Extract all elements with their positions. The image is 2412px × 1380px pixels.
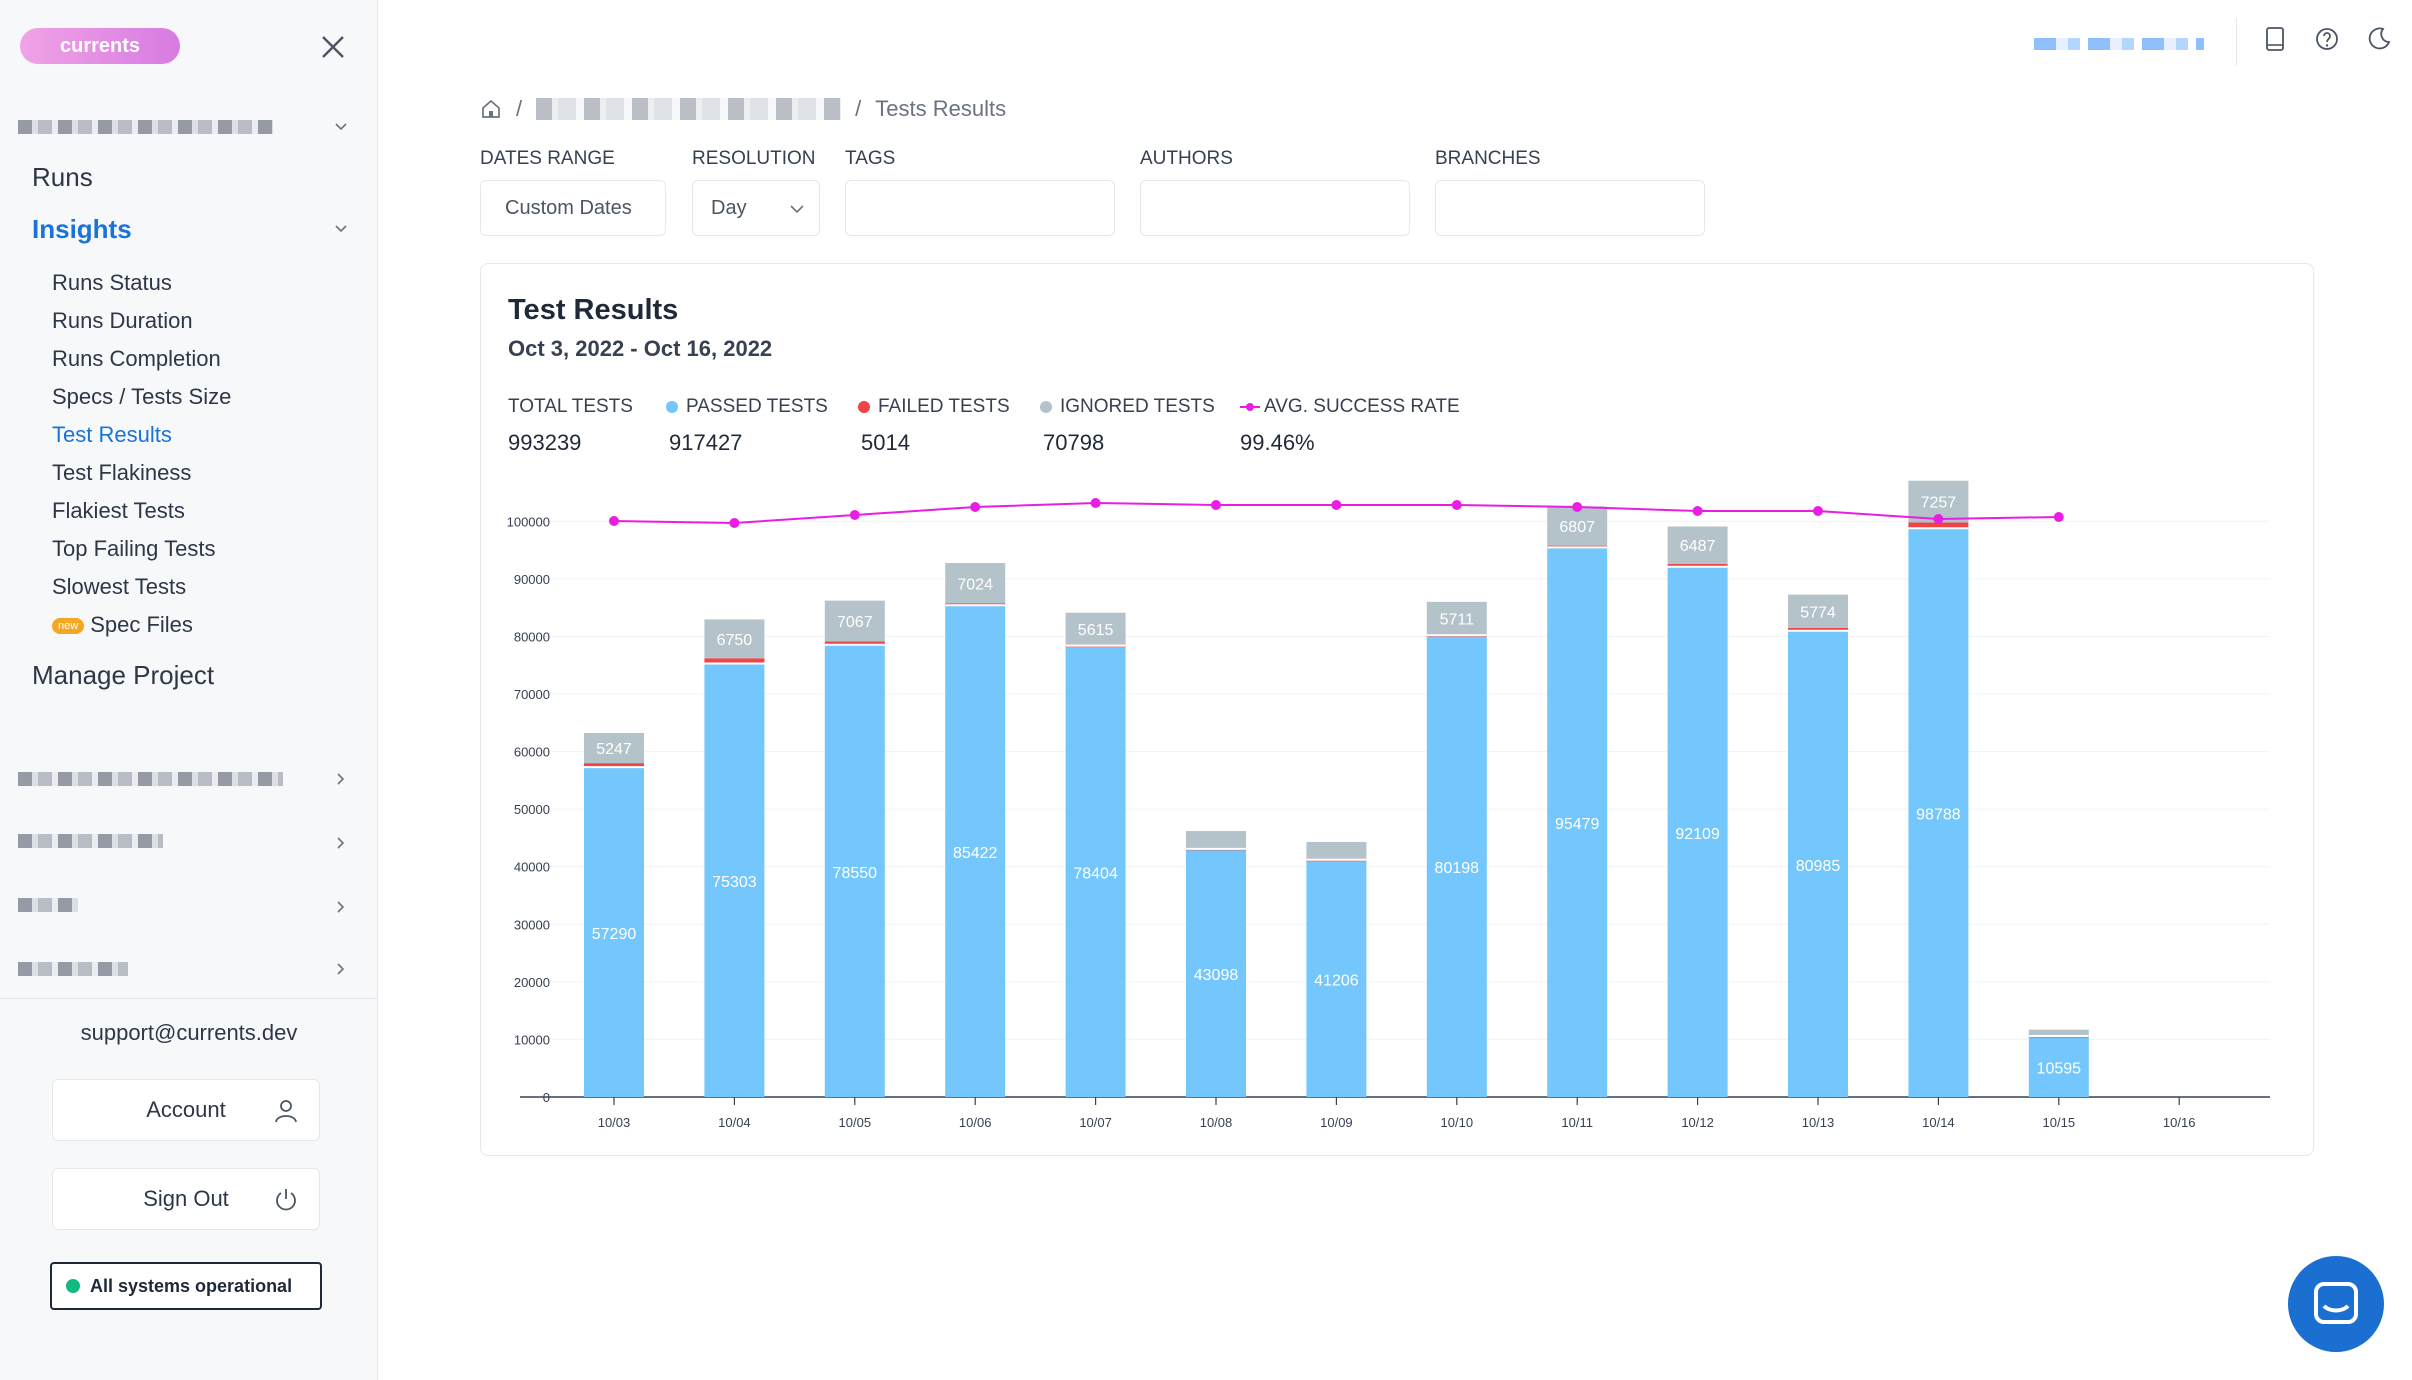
system-status-badge[interactable]: All systems operational bbox=[50, 1262, 322, 1310]
org-item[interactable] bbox=[18, 834, 163, 848]
chevron-right-icon[interactable] bbox=[334, 900, 348, 914]
stat-label: IGNORED TESTS bbox=[1060, 396, 1215, 417]
stat-success-rate[interactable]: AVG. SUCCESS RATE 99.46% bbox=[1240, 396, 1460, 456]
sign-out-label: Sign Out bbox=[143, 1186, 229, 1211]
authors-label: AUTHORS bbox=[1140, 148, 1233, 169]
breadcrumb-current: Tests Results bbox=[875, 96, 1007, 121]
org-item[interactable] bbox=[18, 772, 283, 786]
breadcrumb-separator: / bbox=[516, 96, 523, 121]
book-icon[interactable] bbox=[2262, 26, 2288, 52]
stat-label-row: AVG. SUCCESS RATE bbox=[1240, 396, 1460, 418]
stat-label: AVG. SUCCESS RATE bbox=[1264, 396, 1460, 417]
user-icon bbox=[275, 1100, 297, 1123]
power-icon bbox=[276, 1189, 296, 1211]
stat-value: 993239 bbox=[508, 430, 582, 455]
authors-input[interactable] bbox=[1140, 180, 1410, 236]
stat-label-row: PASSED TESTS bbox=[666, 396, 828, 418]
dark-mode-icon[interactable] bbox=[2366, 26, 2392, 52]
nav-runs[interactable]: Runs bbox=[32, 162, 93, 192]
currents-logo[interactable]: currents bbox=[20, 28, 180, 64]
sidebar-item-spec-files[interactable]: new Spec Files bbox=[52, 612, 193, 638]
sidebar-item-specs-tests-size[interactable]: Specs / Tests Size bbox=[52, 384, 232, 409]
support-email[interactable]: support@currents.dev bbox=[80, 1020, 298, 1045]
account-button[interactable]: Account bbox=[52, 1079, 320, 1141]
branches-input[interactable] bbox=[1435, 180, 1705, 236]
home-icon[interactable] bbox=[480, 98, 502, 120]
sidebar-item-runs-duration[interactable]: Runs Duration bbox=[52, 308, 193, 333]
stat-label: TOTAL TESTS bbox=[508, 396, 633, 417]
failed-legend-dot bbox=[858, 401, 870, 413]
nav-insights[interactable]: Insights bbox=[32, 214, 132, 244]
stat-passed[interactable]: PASSED TESTS 917427 bbox=[666, 396, 828, 456]
tags-input[interactable] bbox=[845, 180, 1115, 236]
chevron-right-icon[interactable] bbox=[334, 772, 348, 786]
org-item[interactable] bbox=[18, 898, 78, 912]
stat-value: 5014 bbox=[861, 430, 910, 455]
stat-label: FAILED TESTS bbox=[878, 396, 1010, 417]
card-date-range: Oct 3, 2022 - Oct 16, 2022 bbox=[508, 336, 773, 361]
project-selector[interactable] bbox=[18, 120, 273, 134]
help-icon[interactable] bbox=[2314, 26, 2340, 52]
sidebar-item-runs-status[interactable]: Runs Status bbox=[52, 270, 172, 295]
resolution-select[interactable]: Day bbox=[692, 180, 820, 236]
breadcrumb-separator: / bbox=[855, 96, 862, 121]
dates-range-select[interactable]: Custom Dates bbox=[480, 180, 666, 236]
rate-legend-icon bbox=[1240, 403, 1260, 411]
chevron-right-icon[interactable] bbox=[334, 962, 348, 976]
chevron-down-icon bbox=[790, 205, 804, 214]
chevron-down-icon[interactable] bbox=[334, 120, 348, 134]
sidebar-item-runs-completion[interactable]: Runs Completion bbox=[52, 346, 221, 371]
resolution-value: Day bbox=[711, 196, 747, 219]
sidebar-item-test-results[interactable]: Test Results bbox=[52, 422, 172, 447]
sidebar-item-slowest-tests[interactable]: Slowest Tests bbox=[52, 574, 187, 599]
divider bbox=[2236, 18, 2237, 66]
chat-launcher-button[interactable] bbox=[2288, 1256, 2384, 1352]
sidebar-item-flakiest-tests[interactable]: Flakiest Tests bbox=[52, 498, 185, 523]
card-title: Test Results bbox=[508, 294, 679, 326]
close-icon[interactable] bbox=[318, 32, 348, 62]
breadcrumb-project[interactable] bbox=[536, 98, 842, 120]
org-item[interactable] bbox=[18, 962, 128, 976]
sidebar: currents Runs Insights Runs Status Runs … bbox=[0, 0, 378, 1380]
stat-total: TOTAL TESTS 993239 bbox=[508, 396, 633, 456]
ignored-legend-dot bbox=[1040, 401, 1052, 413]
stat-label-row: FAILED TESTS bbox=[858, 396, 1010, 418]
branches-label: BRANCHES bbox=[1435, 148, 1541, 169]
stat-value: 99.46% bbox=[1240, 430, 1315, 455]
sign-out-button[interactable]: Sign Out bbox=[52, 1168, 320, 1230]
user-menu[interactable] bbox=[2034, 38, 2204, 50]
stat-failed[interactable]: FAILED TESTS 5014 bbox=[858, 396, 1010, 456]
stat-label-row: IGNORED TESTS bbox=[1040, 396, 1215, 418]
sidebar-item-top-failing-tests[interactable]: Top Failing Tests bbox=[52, 536, 216, 561]
stat-ignored[interactable]: IGNORED TESTS 70798 bbox=[1040, 396, 1215, 456]
breadcrumb: / / Tests Results bbox=[480, 96, 1006, 122]
new-badge: new bbox=[52, 618, 85, 635]
test-results-card bbox=[480, 263, 2314, 1156]
chevron-down-icon[interactable] bbox=[334, 222, 348, 236]
stat-value: 70798 bbox=[1043, 430, 1105, 455]
status-text: All systems operational bbox=[90, 1275, 293, 1296]
sidebar-item-test-flakiness[interactable]: Test Flakiness bbox=[52, 460, 192, 485]
sidebar-item-label: Spec Files bbox=[90, 612, 193, 637]
chevron-right-icon[interactable] bbox=[334, 836, 348, 850]
tags-label: TAGS bbox=[845, 148, 896, 169]
divider bbox=[0, 998, 378, 999]
account-label: Account bbox=[146, 1097, 226, 1122]
stat-value: 917427 bbox=[669, 430, 743, 455]
dates-range-label: DATES RANGE bbox=[480, 148, 615, 169]
resolution-label: RESOLUTION bbox=[692, 148, 816, 169]
nav-manage-project[interactable]: Manage Project bbox=[32, 660, 215, 690]
status-dot-icon bbox=[66, 1279, 80, 1293]
stat-label: PASSED TESTS bbox=[686, 396, 828, 417]
chat-icon bbox=[2314, 1282, 2358, 1324]
passed-legend-dot bbox=[666, 401, 678, 413]
